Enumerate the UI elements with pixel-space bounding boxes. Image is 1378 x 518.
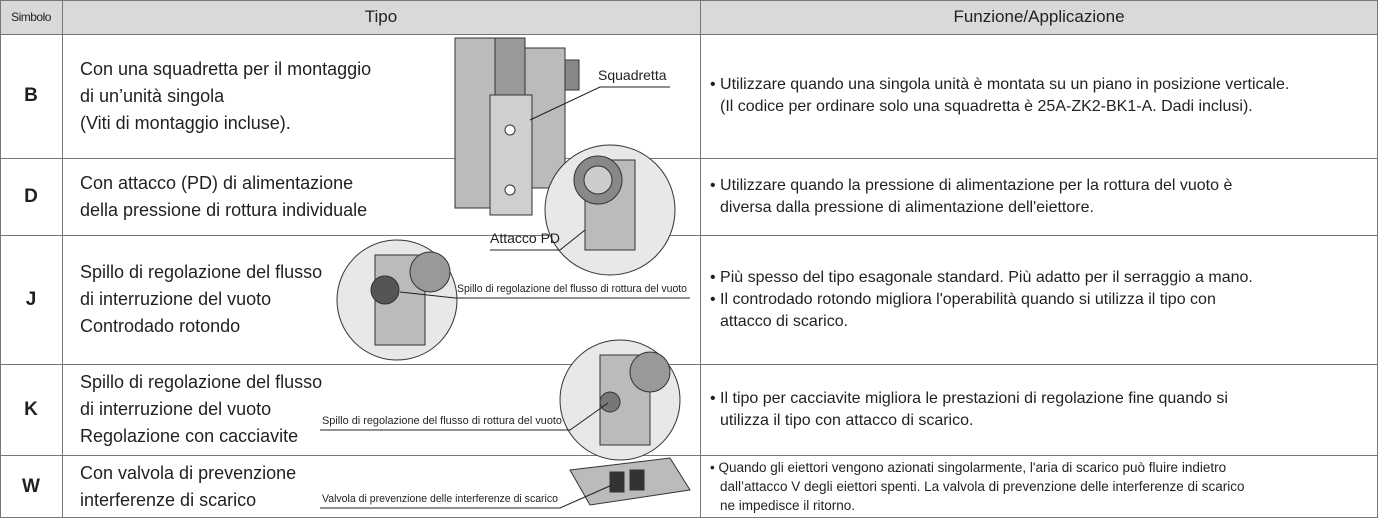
callout-label: Squadretta xyxy=(598,67,667,83)
tipo-line: interferenze di scarico xyxy=(80,489,257,510)
tipo-line: Spillo di regolazione del flusso xyxy=(80,262,323,282)
tipo-line: Con valvola di prevenzione xyxy=(80,462,297,483)
funzione-line: • Più spesso del tipo esagonale standard… xyxy=(710,268,1253,286)
funzione-line: • Il tipo per cacciavite migliora le pre… xyxy=(710,389,1228,407)
funzione-line: attacco di scarico. xyxy=(720,312,849,330)
callout-line xyxy=(399,291,690,299)
header-cell: Funzione/Applicazione xyxy=(700,0,1378,34)
screwdriver-image xyxy=(559,339,681,461)
funzione-line: • Il controdado rotondo migliora l'opera… xyxy=(710,290,1216,308)
tipo-line: di interruzione del vuoto xyxy=(80,289,272,309)
tipo-line: Regolazione con cacciavite xyxy=(80,426,299,446)
pd-port-image xyxy=(544,144,676,276)
callout-label: Valvola di prevenzione delle interferenz… xyxy=(322,493,558,505)
col-border xyxy=(0,0,1,518)
tipo-cell: Spillo di regolazione del flusso di inter… xyxy=(62,364,700,455)
valve-image xyxy=(569,457,691,506)
callout-label: Attacco PD xyxy=(490,230,560,246)
tipo-line: (Viti di montaggio incluse). xyxy=(80,112,291,133)
funzione-cell: • Più spesso del tipo esagonale standard… xyxy=(700,235,1378,364)
tipo-cell: Spillo di regolazione del flusso di inter… xyxy=(62,235,700,364)
funzione-line: (Il codice per ordinare solo una squadre… xyxy=(720,98,1253,115)
symbol-cell: K xyxy=(24,398,38,420)
callout-line xyxy=(490,229,586,251)
funzione-line: • Utilizzare quando una singola unità è … xyxy=(710,76,1290,93)
tipo-line: della pressione di rottura individuale xyxy=(80,199,368,220)
col-border xyxy=(700,0,701,518)
row-border xyxy=(0,0,1378,1)
header-cell: Simbolo xyxy=(0,0,62,34)
row-border xyxy=(0,34,1378,35)
funzione-cell: • Quando gli eiettori vengono azionati s… xyxy=(700,455,1378,518)
tipo-cell: Con una squadretta per il montaggio di un… xyxy=(62,34,700,158)
bracket-unit-image xyxy=(454,37,580,216)
row-border xyxy=(0,158,1378,159)
funzione-line: dall’attacco V degli eiettori spenti. La… xyxy=(720,479,1245,494)
tipo-line: Controdado rotondo xyxy=(80,316,241,336)
tipo-line: Con attacco (PD) di alimentazione xyxy=(80,172,354,193)
tipo-line: Con una squadretta per il montaggio xyxy=(80,58,372,79)
callout-line xyxy=(529,86,670,121)
tipo-cell: Con valvola di prevenzione interferenze d… xyxy=(62,455,700,518)
callout-label: Spillo di regolazione del flusso di rott… xyxy=(322,415,562,427)
tipo-line: di un’unità singola xyxy=(80,85,225,106)
funzione-line: diversa dalla pressione di alimentazione… xyxy=(720,198,1094,216)
callout-label: Spillo di regolazione del flusso di rott… xyxy=(457,283,687,295)
symbol-cell: W xyxy=(22,475,40,497)
tipo-line: Spillo di regolazione del flusso xyxy=(80,372,323,392)
symbol-cell: B xyxy=(24,85,38,106)
callout-line xyxy=(320,484,613,509)
funzione-cell: • Utilizzare quando la pressione di alim… xyxy=(700,158,1378,235)
funzione-line: • Quando gli eiettori vengono azionati s… xyxy=(710,460,1227,475)
funzione-line: ne impedisce il ritorno. xyxy=(720,498,856,513)
row-border xyxy=(0,235,1378,236)
col-border xyxy=(62,0,63,518)
symbol-cell: J xyxy=(25,288,37,310)
row-border xyxy=(0,455,1378,456)
funzione-line: utilizza il tipo con attacco di scarico. xyxy=(720,411,974,429)
round-locknut-image xyxy=(336,239,458,361)
callout-line xyxy=(320,402,609,431)
tipo-line: di interruzione del vuoto xyxy=(80,399,272,419)
tipo-cell: Con attacco (PD) di alimentazione della p… xyxy=(62,158,700,235)
funzione-cell: • Il tipo per cacciavite migliora le pre… xyxy=(700,364,1378,455)
symbol-cell: D xyxy=(24,185,38,207)
row-border xyxy=(0,364,1378,365)
funzione-line: • Utilizzare quando la pressione di alim… xyxy=(710,176,1233,194)
funzione-cell: • Utilizzare quando una singola unità è … xyxy=(700,34,1378,158)
header-cell: Tipo xyxy=(62,0,700,34)
